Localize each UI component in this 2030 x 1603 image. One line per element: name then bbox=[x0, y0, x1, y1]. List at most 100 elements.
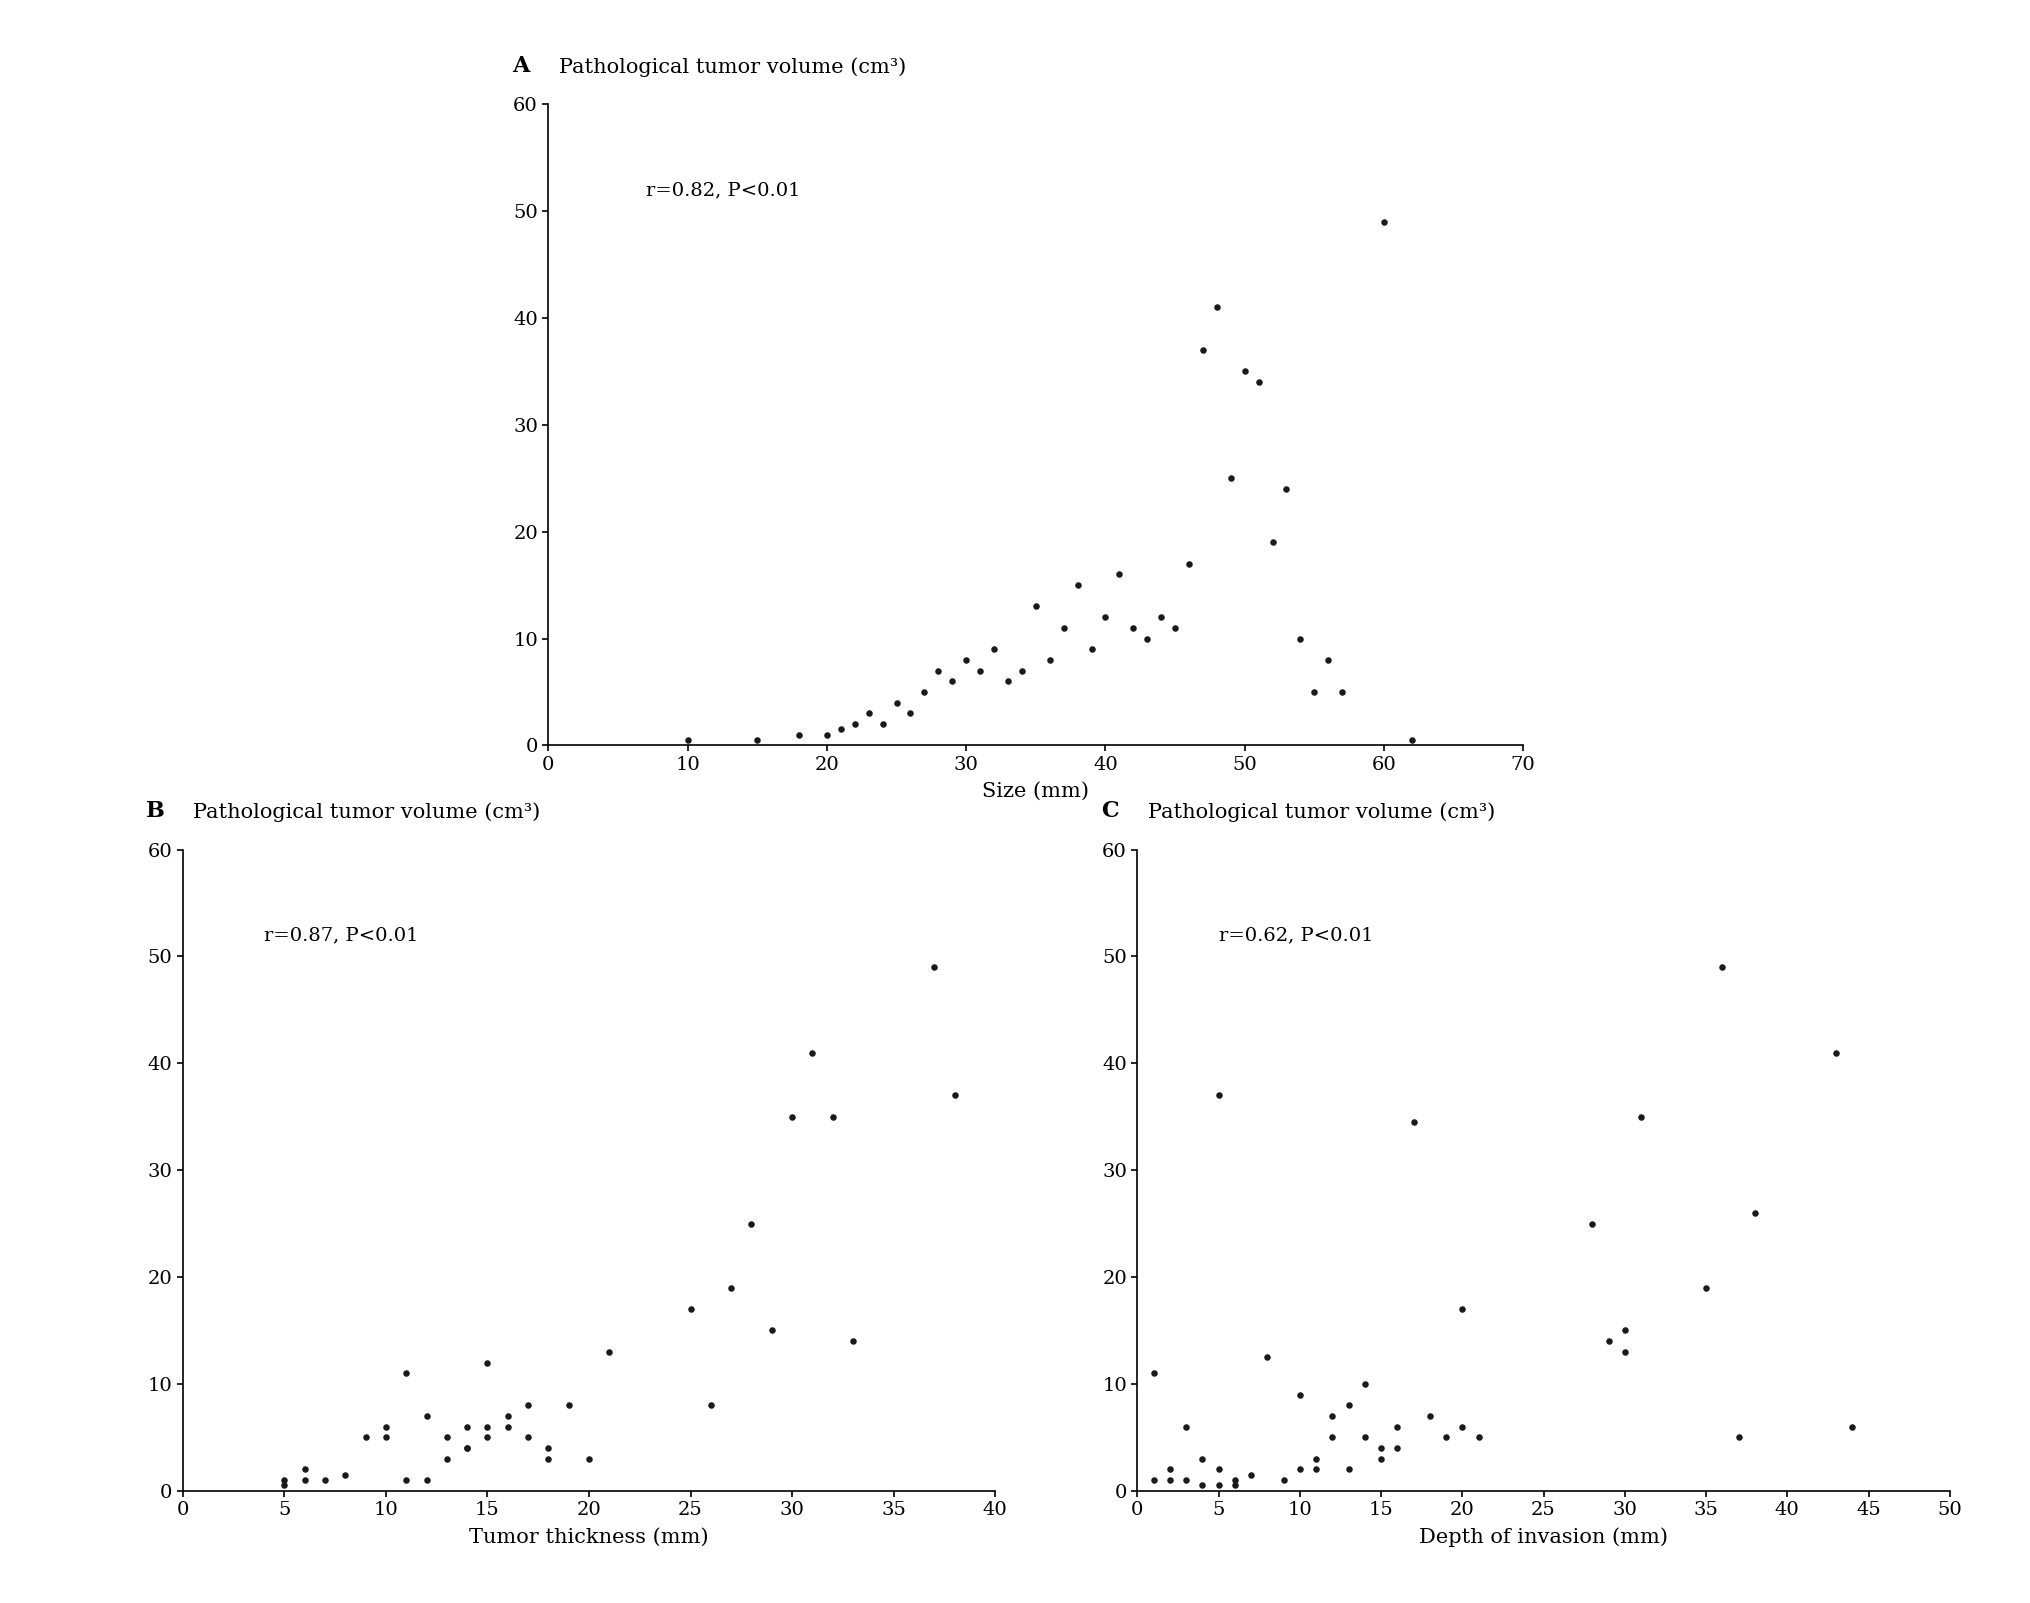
Point bbox=[1269, 476, 1301, 502]
Text: Pathological tumor volume (cm³): Pathological tumor volume (cm³) bbox=[193, 803, 540, 822]
Point bbox=[410, 1467, 443, 1492]
Point bbox=[936, 668, 968, 694]
Point bbox=[369, 1425, 402, 1451]
Point bbox=[1738, 1201, 1770, 1226]
Point bbox=[1131, 625, 1163, 651]
Point bbox=[1074, 636, 1106, 662]
Point bbox=[1299, 1457, 1332, 1483]
Point bbox=[1088, 604, 1121, 630]
Point bbox=[893, 701, 926, 726]
Text: r=0.82, P<0.01: r=0.82, P<0.01 bbox=[646, 181, 800, 199]
Point bbox=[1202, 1473, 1234, 1499]
Point bbox=[1019, 593, 1052, 619]
Point bbox=[735, 1210, 767, 1236]
Point bbox=[1348, 1425, 1380, 1451]
Point bbox=[1364, 1435, 1397, 1460]
Point bbox=[1186, 337, 1218, 362]
Text: r=0.62, P<0.01: r=0.62, P<0.01 bbox=[1218, 927, 1372, 944]
Point bbox=[471, 1425, 503, 1451]
Point bbox=[1202, 1457, 1234, 1483]
Point bbox=[950, 648, 983, 673]
Point bbox=[1366, 208, 1399, 234]
Text: A: A bbox=[512, 55, 530, 77]
Point bbox=[1380, 1414, 1413, 1439]
Point bbox=[572, 1446, 605, 1472]
Point bbox=[471, 1350, 503, 1375]
Point bbox=[1315, 1403, 1348, 1428]
Point bbox=[1137, 1467, 1169, 1492]
Point bbox=[976, 636, 1009, 662]
Point bbox=[867, 712, 899, 737]
Point bbox=[922, 657, 954, 683]
Point bbox=[816, 1104, 849, 1130]
Point bbox=[991, 668, 1023, 694]
Point bbox=[1689, 1274, 1721, 1300]
Point bbox=[1137, 1361, 1169, 1387]
Point bbox=[471, 1414, 503, 1439]
Point bbox=[1445, 1414, 1478, 1439]
Point bbox=[1835, 1414, 1868, 1439]
Point bbox=[838, 712, 871, 737]
Point bbox=[1332, 1393, 1364, 1419]
Point bbox=[1169, 1414, 1202, 1439]
Point bbox=[430, 1446, 463, 1472]
Point bbox=[1819, 1040, 1851, 1066]
Point bbox=[741, 728, 773, 753]
Text: r=0.87, P<0.01: r=0.87, P<0.01 bbox=[264, 927, 418, 944]
Point bbox=[390, 1467, 422, 1492]
Point bbox=[532, 1435, 564, 1460]
Point bbox=[1315, 1425, 1348, 1451]
Point bbox=[672, 728, 704, 753]
Point bbox=[369, 1414, 402, 1439]
Point bbox=[1364, 1446, 1397, 1472]
Point bbox=[1608, 1318, 1640, 1343]
Point bbox=[1326, 680, 1358, 705]
Point bbox=[1283, 625, 1315, 651]
Point bbox=[491, 1414, 524, 1439]
Point bbox=[694, 1393, 727, 1419]
Point bbox=[309, 1467, 341, 1492]
Point bbox=[1575, 1210, 1608, 1236]
Point bbox=[1445, 1297, 1478, 1322]
Point bbox=[1332, 1457, 1364, 1483]
Point bbox=[349, 1425, 382, 1451]
Point bbox=[1169, 1467, 1202, 1492]
Point bbox=[1429, 1425, 1462, 1451]
Point bbox=[593, 1339, 625, 1364]
Text: C: C bbox=[1100, 800, 1119, 822]
Point bbox=[430, 1425, 463, 1451]
Point bbox=[1283, 1382, 1315, 1407]
Point bbox=[1297, 680, 1330, 705]
Point bbox=[1218, 1473, 1250, 1499]
Point bbox=[674, 1297, 706, 1322]
Point bbox=[1171, 551, 1204, 577]
Point bbox=[1214, 465, 1246, 491]
Point bbox=[1153, 1457, 1186, 1483]
Point bbox=[329, 1462, 361, 1488]
Point bbox=[1202, 1082, 1234, 1108]
Point bbox=[1033, 648, 1066, 673]
Text: Pathological tumor volume (cm³): Pathological tumor volume (cm³) bbox=[558, 58, 905, 77]
Point bbox=[1186, 1473, 1218, 1499]
Point bbox=[938, 1082, 970, 1108]
Point bbox=[390, 1361, 422, 1387]
Point bbox=[1413, 1403, 1445, 1428]
Point bbox=[1311, 648, 1344, 673]
Point bbox=[1153, 1467, 1186, 1492]
Text: B: B bbox=[146, 800, 164, 822]
Point bbox=[1267, 1467, 1299, 1492]
Point bbox=[1250, 1345, 1283, 1371]
Point bbox=[1608, 1339, 1640, 1364]
Point bbox=[1705, 954, 1738, 979]
Point bbox=[1299, 1446, 1332, 1472]
Point bbox=[1462, 1425, 1494, 1451]
Point bbox=[288, 1467, 321, 1492]
Point bbox=[964, 657, 997, 683]
Point bbox=[451, 1435, 483, 1460]
Point bbox=[268, 1473, 300, 1499]
Point bbox=[268, 1467, 300, 1492]
X-axis label: Size (mm): Size (mm) bbox=[983, 782, 1088, 802]
Point bbox=[1102, 561, 1135, 587]
Point bbox=[1145, 604, 1177, 630]
Point bbox=[1242, 369, 1275, 394]
